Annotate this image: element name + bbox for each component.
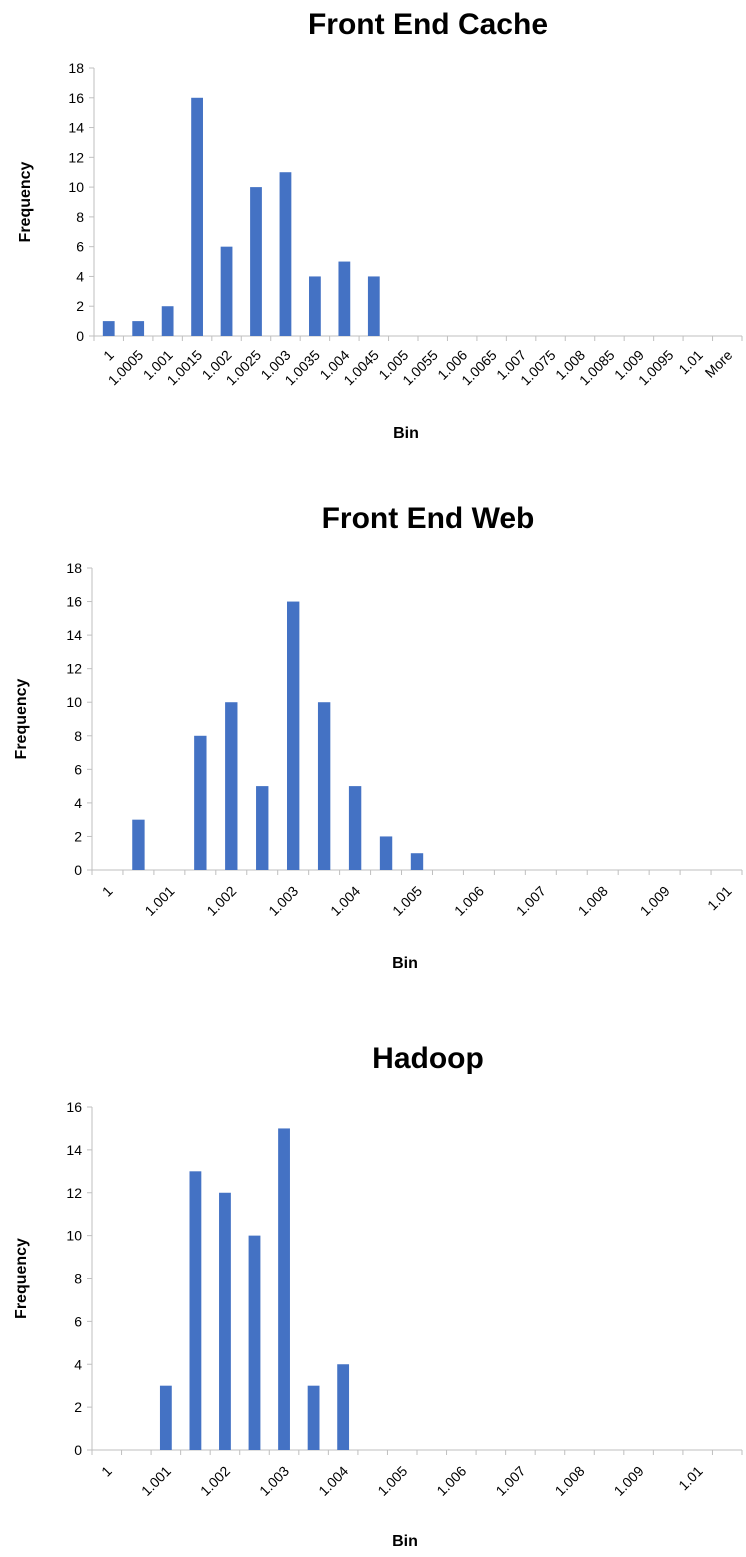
chart-front-end-cache-plot: 02468101214161811.00051.0011.00151.0021.… <box>17 60 743 442</box>
bar <box>307 1385 320 1450</box>
bar <box>102 321 115 336</box>
bar <box>410 853 424 870</box>
chart-front-end-web: Front End Web 0 2 4 6 8 10 12 14 16 18 1 1.001 1.002… <box>0 490 746 1010</box>
y-tick-label: 14 <box>68 120 84 136</box>
y-tick-label: 4 <box>74 1356 82 1372</box>
y-tick-label: 14 <box>66 1142 82 1158</box>
bar <box>367 276 380 336</box>
bar <box>348 786 362 870</box>
y-tick-label: 18 <box>66 560 82 576</box>
bar <box>225 702 238 870</box>
x-tick-label: 1.01 <box>675 347 706 378</box>
x-tick-label: 1.01 <box>704 883 735 914</box>
y-tick-label: 16 <box>66 1099 82 1115</box>
bar <box>279 172 292 336</box>
bar <box>220 246 233 336</box>
bar <box>287 601 300 870</box>
y-tick-label: 4 <box>76 268 84 284</box>
y-axis-title: Frequency <box>13 678 30 759</box>
bar <box>379 836 393 870</box>
x-tick-label: 1.007 <box>492 1463 528 1499</box>
x-tick-label: 1 <box>98 1463 115 1480</box>
x-axis-title: Bin <box>392 1533 418 1550</box>
x-tick-label: 1 <box>99 883 116 900</box>
x-tick-label: 1.004 <box>315 1463 351 1499</box>
bar <box>337 1364 350 1450</box>
y-tick-label: 6 <box>76 239 84 255</box>
bar <box>132 819 145 870</box>
y-tick-label: 8 <box>74 1271 82 1287</box>
chart-hadoop: Hadoop 0 2 4 6 8 10 12 14 16 1 1.001 1.002 1.003 1.00… <box>0 1030 746 1557</box>
x-tick-label: 1.003 <box>265 883 301 919</box>
bar <box>338 261 351 336</box>
x-tick-label: 1.004 <box>327 883 363 919</box>
x-tick-label: 1.002 <box>203 883 239 919</box>
x-tick-label: 1.007 <box>513 883 549 919</box>
y-tick-label: 16 <box>68 90 84 106</box>
bar <box>250 187 262 336</box>
x-tick-label: More <box>702 347 736 381</box>
bar <box>278 1128 290 1450</box>
bar <box>132 321 145 336</box>
bar <box>317 702 331 870</box>
bar <box>256 786 269 870</box>
x-tick-label: 1.009 <box>611 1463 647 1499</box>
x-tick-label: 1.006 <box>451 883 487 919</box>
y-axis-title: Frequency <box>17 161 34 242</box>
x-tick-label: 1.01 <box>675 1463 706 1494</box>
bar <box>159 1385 172 1450</box>
y-axis-title: Frequency <box>13 1238 30 1319</box>
y-tick-label: 18 <box>68 60 84 76</box>
bar <box>191 97 203 337</box>
y-tick-label: 12 <box>68 149 84 165</box>
y-tick-label: 12 <box>66 661 82 677</box>
y-tick-label: 2 <box>74 828 82 844</box>
x-axis-title: Bin <box>392 955 418 972</box>
y-tick-label: 2 <box>76 298 84 314</box>
x-axis-title: Bin <box>393 425 419 442</box>
chart-title: Front End Cache <box>307 8 548 41</box>
x-tick-label: 1.008 <box>575 883 611 919</box>
x-tick-label: 1.003 <box>256 1463 292 1499</box>
bar <box>309 276 321 336</box>
y-tick-label: 0 <box>76 328 84 344</box>
x-tick-label: 1.005 <box>389 883 425 919</box>
x-tick-label: 1.005 <box>374 1463 410 1499</box>
bar <box>189 1171 202 1450</box>
y-tick-label: 10 <box>66 694 82 710</box>
bar <box>161 306 174 336</box>
y-tick-label: 0 <box>74 862 82 878</box>
y-tick-label: 4 <box>74 795 82 811</box>
y-tick-label: 12 <box>66 1185 82 1201</box>
chart-title: Hadoop <box>372 1042 484 1075</box>
bar <box>219 1192 231 1450</box>
y-tick-label: 10 <box>66 1228 82 1244</box>
y-tick-label: 16 <box>66 594 82 610</box>
chart-front-end-web-plot: 0 2 4 6 8 10 12 14 16 18 1 1.001 1.002 1.003 1.004 1.00… <box>13 560 743 972</box>
x-tick-label: 1.002 <box>197 1463 233 1499</box>
bar <box>248 1235 261 1450</box>
y-tick-label: 14 <box>66 627 82 643</box>
y-tick-label: 6 <box>74 1313 82 1329</box>
chart-title: Front End Web <box>321 502 535 535</box>
y-tick-label: 10 <box>68 179 84 195</box>
chart-hadoop-plot: 0 2 4 6 8 10 12 14 16 1 1.001 1.002 1.003 1.004 1.005 1… <box>13 1099 743 1550</box>
y-tick-label: 6 <box>74 761 82 777</box>
y-tick-label: 8 <box>74 728 82 744</box>
y-tick-label: 0 <box>74 1442 82 1458</box>
x-tick-label: 1.006 <box>433 1463 469 1499</box>
x-tick-label: 1.008 <box>552 1463 588 1499</box>
chart-front-end-cache: Front End Cache 0 2 4 6 8 10 12 14 16 18 1 1.0005 1.… <box>0 0 746 470</box>
x-tick-label: 1.009 <box>637 883 673 919</box>
y-tick-label: 2 <box>74 1399 82 1415</box>
x-tick-label: 1 <box>100 347 117 364</box>
bar <box>194 735 207 870</box>
x-tick-label: 1.001 <box>141 883 177 919</box>
x-tick-label: 1.001 <box>138 1463 174 1499</box>
y-tick-label: 8 <box>76 209 84 225</box>
